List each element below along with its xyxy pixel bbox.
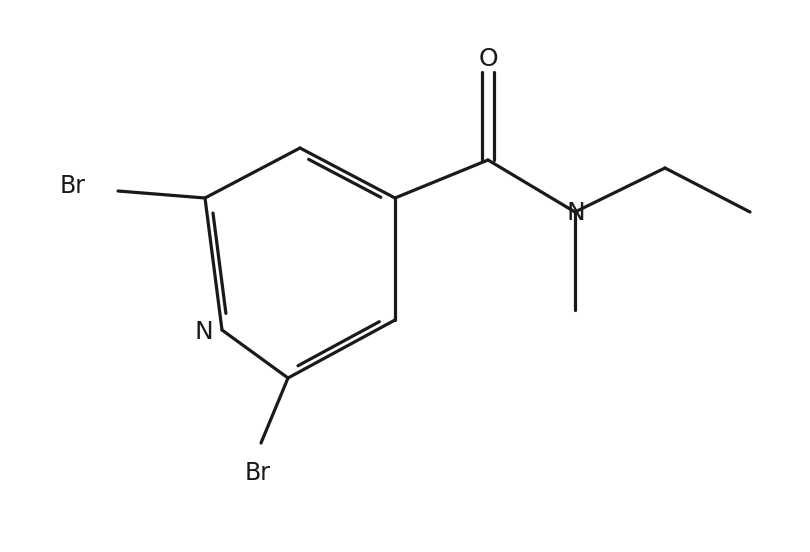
- Text: O: O: [478, 47, 498, 71]
- Text: N: N: [194, 320, 213, 344]
- Text: N: N: [567, 201, 586, 225]
- Text: Br: Br: [60, 174, 86, 198]
- Text: Br: Br: [245, 461, 271, 485]
